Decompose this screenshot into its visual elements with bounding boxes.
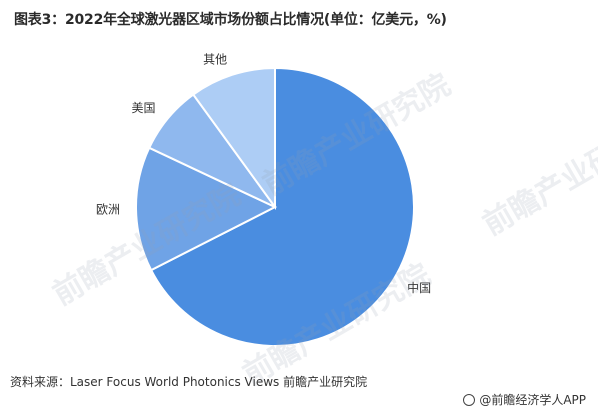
pie-label-3: 其他 — [203, 53, 227, 67]
footer-brand-text: @前瞻经济学人APP — [479, 393, 586, 407]
chart-title: 图表3：2022年全球激光器区域市场份额占比情况(单位：亿美元，%) — [14, 12, 447, 28]
pie-slice-0 — [149, 66, 415, 347]
pie-label-2: 美国 — [132, 101, 156, 115]
brand-logo-icon — [463, 393, 476, 406]
footer-brand: @前瞻经济学人APP — [463, 391, 586, 408]
pie-label-0: 中国 — [407, 280, 431, 295]
pie-slice-1 — [135, 146, 278, 272]
source-note: 资料来源：Laser Focus World Photonics Views 前… — [10, 375, 368, 389]
pie-label-1: 欧洲 — [96, 202, 120, 216]
pie-slice-3 — [191, 66, 276, 211]
